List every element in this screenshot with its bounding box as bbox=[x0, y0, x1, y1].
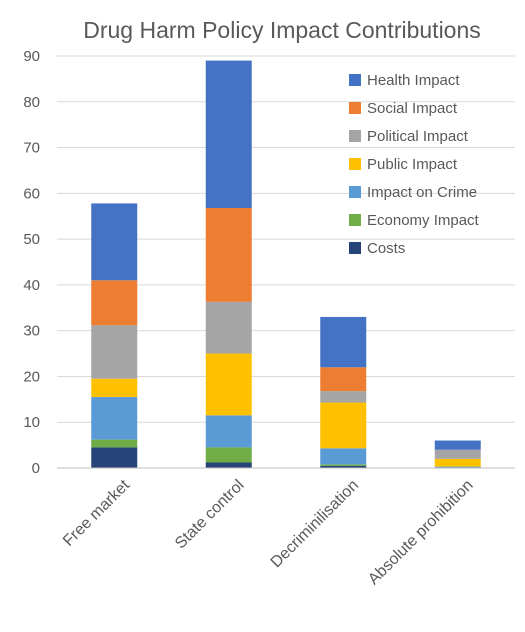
bar-segment-social-impact bbox=[205, 207, 252, 302]
bar-segment-health-impact bbox=[320, 316, 367, 368]
x-category-label: Absolute prohibition bbox=[365, 477, 476, 588]
y-tick-label: 0 bbox=[32, 460, 40, 477]
bar-segment-impact-on-crime bbox=[205, 415, 252, 448]
bar-segment-public-impact bbox=[320, 402, 367, 449]
y-tick-label: 60 bbox=[23, 185, 40, 202]
legend-swatch bbox=[349, 130, 361, 142]
y-axis-tick-labels: 0 10 20 30 40 50 60 70 80 90 bbox=[23, 48, 40, 477]
bar-segment-social-impact bbox=[91, 280, 138, 326]
bar-segments bbox=[91, 60, 481, 468]
bar-segment-political-impact bbox=[320, 391, 367, 403]
bar-segment-economy-impact bbox=[320, 464, 367, 466]
legend-swatch bbox=[349, 242, 361, 254]
y-tick-label: 50 bbox=[23, 231, 40, 248]
legend: Health Impact Social Impact Political Impa… bbox=[349, 72, 480, 257]
legend-swatch bbox=[349, 158, 361, 170]
chart-title: Drug Harm Policy Impact Contributions bbox=[83, 17, 481, 43]
bar-segment-public-impact bbox=[91, 378, 138, 398]
bar-segment-public-impact bbox=[434, 458, 481, 467]
x-category-label: Decriminilisation bbox=[268, 477, 362, 571]
bar-segment-political-impact bbox=[205, 301, 252, 354]
x-category-label: Free market bbox=[60, 476, 133, 549]
legend-label: Social Impact bbox=[367, 100, 458, 117]
legend-label: Public Impact bbox=[367, 156, 458, 173]
x-axis-category-labels: Free market State control Decriminilisatio… bbox=[60, 476, 477, 588]
bar-segment-impact-on-crime bbox=[320, 448, 367, 465]
bar-segment-costs bbox=[91, 447, 138, 468]
legend-swatch bbox=[349, 186, 361, 198]
bar-segment-public-impact bbox=[205, 353, 252, 416]
y-tick-label: 90 bbox=[23, 48, 40, 65]
bar-segment-economy-impact bbox=[91, 439, 138, 448]
y-tick-label: 70 bbox=[23, 140, 40, 157]
y-tick-label: 40 bbox=[23, 277, 40, 294]
y-tick-label: 10 bbox=[23, 414, 40, 431]
y-tick-label: 80 bbox=[23, 94, 40, 111]
legend-label: Impact on Crime bbox=[367, 184, 477, 201]
bar-segment-costs bbox=[205, 462, 252, 468]
bar-segment-impact-on-crime bbox=[91, 397, 138, 440]
legend-swatch bbox=[349, 74, 361, 86]
x-category-label: State control bbox=[172, 477, 248, 553]
legend-label: Economy Impact bbox=[367, 212, 480, 229]
legend-swatch bbox=[349, 214, 361, 226]
y-tick-label: 30 bbox=[23, 323, 40, 340]
legend-label: Costs bbox=[367, 240, 405, 257]
bar-segment-economy-impact bbox=[205, 447, 252, 463]
legend-label: Political Impact bbox=[367, 128, 469, 145]
bar-segment-health-impact bbox=[205, 60, 252, 208]
bar-segment-health-impact bbox=[434, 440, 481, 450]
bar-segment-costs bbox=[320, 465, 367, 468]
y-tick-label: 20 bbox=[23, 368, 40, 385]
bar-segment-impact-on-crime bbox=[434, 466, 481, 468]
bar-segment-social-impact bbox=[320, 367, 367, 392]
bar-segment-political-impact bbox=[434, 449, 481, 459]
bar-segment-political-impact bbox=[91, 325, 138, 379]
bar-segment-health-impact bbox=[91, 203, 138, 281]
legend-label: Health Impact bbox=[367, 72, 460, 89]
legend-swatch bbox=[349, 102, 361, 114]
